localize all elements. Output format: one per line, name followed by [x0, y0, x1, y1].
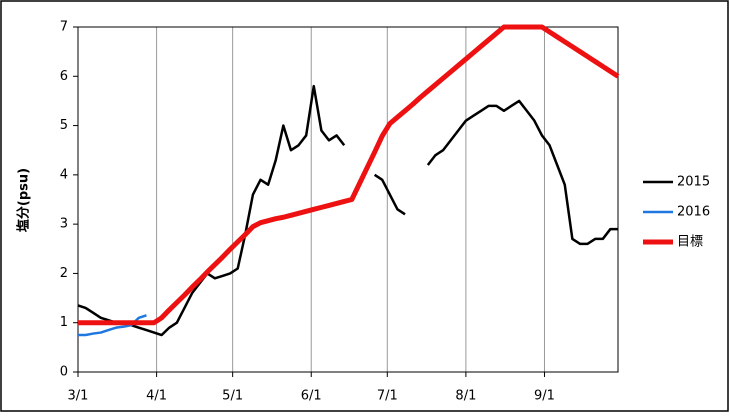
- y-axis-label: 塩分(psu): [16, 168, 32, 232]
- y-tick-label: 1: [60, 315, 68, 330]
- legend-label: 2015: [677, 175, 710, 190]
- legend-label: 目標: [677, 235, 703, 250]
- legend-label: 2016: [677, 205, 710, 220]
- x-tick-label: 7/1: [377, 389, 398, 404]
- y-tick-label: 4: [60, 167, 68, 182]
- y-tick-label: 3: [60, 217, 68, 232]
- x-tick-label: 6/1: [301, 389, 322, 404]
- series-line: [78, 24, 620, 326]
- y-tick-label: 7: [60, 20, 68, 35]
- x-tick-label: 5/1: [222, 389, 243, 404]
- x-tick-label: 3/1: [68, 389, 89, 404]
- x-tick-label: 9/1: [534, 389, 555, 404]
- y-tick-label: 0: [60, 365, 68, 380]
- y-tick-label: 6: [60, 69, 68, 84]
- x-tick-label: 8/1: [455, 389, 476, 404]
- y-tick-label: 2: [60, 266, 68, 281]
- plot-frame: [77, 26, 619, 373]
- y-tick-label: 5: [60, 118, 68, 133]
- x-tick-label: 4/1: [146, 389, 167, 404]
